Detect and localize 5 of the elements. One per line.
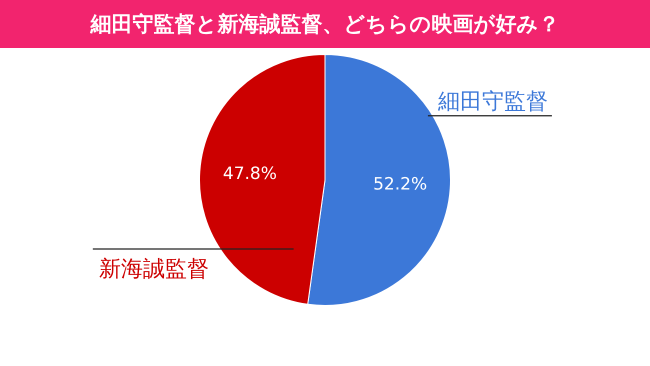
slice-label: 新海誠監督: [99, 257, 210, 282]
slice-label: 細田守監督: [436, 90, 548, 115]
data-label: 52.2%: [373, 174, 428, 195]
chart-title: 細田守監督と新海誠監督、どちらの映画が好み？: [0, 0, 650, 48]
data-label: 47.8%: [222, 164, 277, 184]
